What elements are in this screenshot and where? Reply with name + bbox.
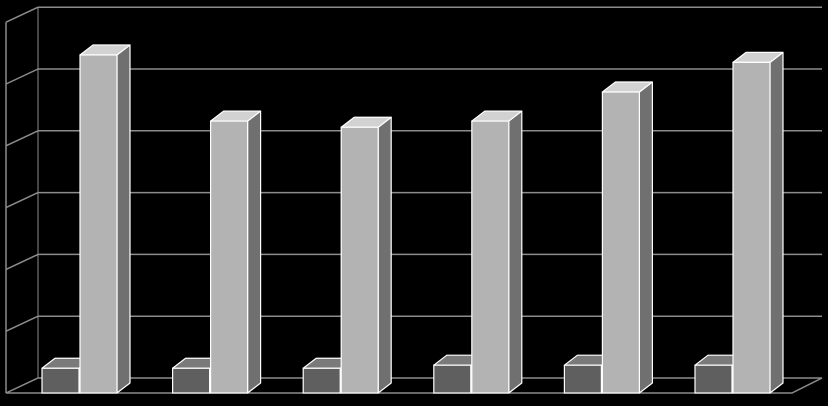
bar-series2-5 — [601, 81, 654, 394]
bar-front-face — [732, 61, 771, 394]
bar-side-face — [769, 51, 784, 394]
bar-side-face — [116, 44, 131, 394]
bar-front-face — [172, 367, 211, 394]
floor-outline — [5, 377, 823, 394]
bars — [41, 44, 784, 394]
gridlines — [5, 6, 823, 394]
gridline-wall — [5, 6, 39, 23]
bar-series2-1 — [79, 44, 131, 394]
bar-front-face — [340, 126, 379, 394]
bar-front-face — [563, 364, 603, 394]
bar-side-face — [377, 116, 392, 394]
gridline-wall — [5, 191, 39, 209]
bar-side-face — [638, 81, 654, 394]
bar-front-face — [302, 367, 341, 394]
gridline-wall — [5, 130, 39, 147]
bar-front-face — [471, 120, 510, 394]
bar-side-face — [508, 110, 523, 394]
bar-front-face — [41, 367, 80, 394]
gridline-wall — [5, 315, 39, 332]
bar-side-face — [247, 110, 262, 394]
bar-series2-4 — [471, 110, 523, 394]
bar-front-face — [210, 120, 249, 394]
bar-series2-2 — [210, 110, 262, 394]
bar-front-face — [694, 364, 733, 394]
bar-front-face — [601, 91, 641, 394]
bar-series2-3 — [340, 116, 392, 394]
bar-front-face — [79, 54, 118, 394]
gridline-wall — [5, 253, 39, 271]
bar-series2-6 — [732, 51, 784, 394]
bar-front-face — [433, 364, 472, 394]
gridline-wall — [5, 68, 39, 85]
